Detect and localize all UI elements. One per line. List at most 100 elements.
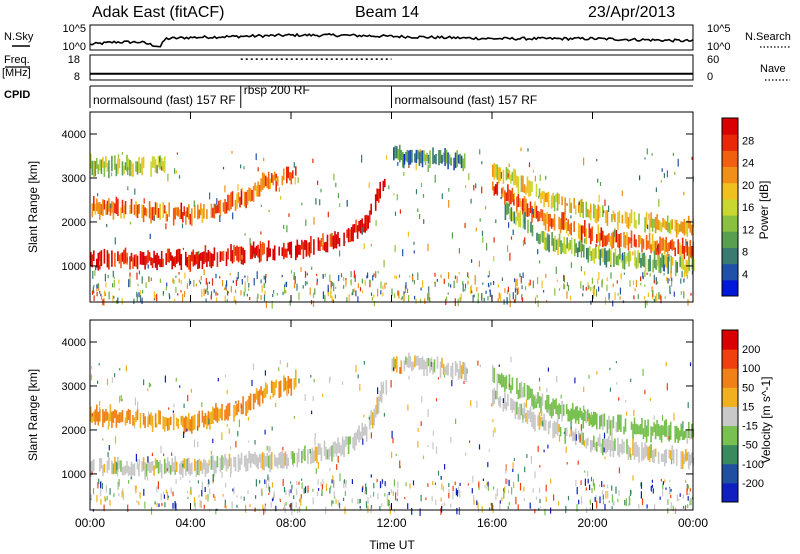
heatmap-cell [374, 405, 377, 418]
heatmap-cell [648, 219, 651, 232]
heatmap-cell [558, 193, 560, 205]
heatmap-cell [448, 272, 450, 279]
heatmap-cell [204, 245, 207, 263]
heatmap-cell [538, 412, 541, 430]
heatmap-cell [665, 237, 667, 252]
heatmap-cell [283, 375, 285, 392]
heatmap-cell [309, 287, 311, 295]
heatmap-cell [136, 161, 139, 175]
heatmap-cell [647, 292, 649, 297]
heatmap-cell [268, 445, 270, 454]
heatmap-cell [252, 241, 255, 257]
heatmap-cell [228, 402, 231, 417]
heatmap-cell [393, 147, 395, 161]
heatmap-cell [276, 293, 278, 296]
heatmap-cell [680, 291, 682, 295]
heatmap-cell [189, 480, 191, 483]
heatmap-cell [479, 364, 481, 368]
heatmap-cell [335, 499, 337, 504]
heatmap-cell [626, 439, 628, 455]
heatmap-cell [437, 377, 439, 380]
heatmap-cell [465, 185, 467, 188]
heatmap-cell [544, 193, 547, 202]
heatmap-cell [114, 203, 116, 214]
heatmap-cell [377, 396, 380, 414]
heatmap-cell [615, 361, 617, 364]
heatmap-cell [592, 479, 594, 487]
heatmap-cell [93, 459, 95, 472]
heatmap-cell [493, 237, 495, 243]
heatmap-cell [293, 416, 295, 419]
heatmap-cell [210, 253, 213, 269]
heatmap-cell [545, 484, 547, 492]
heatmap-cell [403, 154, 406, 165]
heatmap-cell [687, 504, 689, 508]
heatmap-cell [138, 204, 140, 214]
heatmap-cell [445, 149, 448, 164]
heatmap-cell [677, 158, 679, 167]
heatmap-cell [585, 228, 588, 245]
heatmap-cell [549, 404, 551, 416]
heatmap-cell [621, 190, 623, 197]
heatmap-cell [118, 158, 121, 169]
heatmap-cell [527, 148, 529, 152]
heatmap-cell [212, 473, 214, 482]
heatmap-cell [587, 409, 589, 422]
x-tick-label: 12:00 [376, 516, 406, 530]
heatmap-cell [93, 284, 95, 288]
heatmap-cell [498, 364, 500, 367]
heatmap-cell [515, 281, 517, 289]
heatmap-cell [606, 419, 609, 434]
heatmap-cell [679, 256, 681, 268]
heatmap-cell [485, 290, 487, 294]
heatmap-cell [255, 245, 258, 256]
heatmap-cell [194, 500, 196, 507]
heatmap-cell [343, 277, 345, 281]
heatmap-cell [510, 385, 512, 394]
heatmap-cell [406, 357, 409, 368]
heatmap-cell [335, 234, 338, 249]
heatmap-cell [241, 254, 243, 260]
heatmap-cell [625, 255, 627, 264]
heatmap-cell [412, 361, 415, 370]
heatmap-cell [657, 451, 660, 464]
heatmap-cell [640, 282, 642, 286]
heatmap-cell [680, 423, 682, 437]
heatmap-cell [568, 224, 571, 234]
heatmap-cell [102, 438, 104, 441]
heatmap-cell [546, 211, 548, 224]
heatmap-cell [295, 245, 297, 261]
heatmap-cell [293, 283, 296, 289]
heatmap-cell [450, 157, 452, 166]
heatmap-cell [266, 177, 268, 189]
heatmap-cell [403, 161, 405, 169]
heatmap-cell [331, 295, 333, 302]
heatmap-cell [393, 367, 395, 371]
heatmap-cell [150, 412, 152, 426]
heatmap-cell [252, 454, 255, 464]
heatmap-cell [213, 460, 216, 477]
heatmap-cell [304, 281, 307, 287]
heatmap-cell [144, 255, 146, 270]
heatmap-cell [133, 417, 136, 427]
heatmap-cell [539, 174, 541, 181]
colorbar-tick-label: 12 [742, 224, 754, 236]
x-axis-title: Time UT [369, 538, 415, 552]
heatmap-cell [540, 506, 542, 509]
heatmap-cell [478, 260, 480, 267]
heatmap-cell [665, 449, 667, 464]
heatmap-cell [676, 261, 678, 273]
heatmap-cell [165, 211, 167, 222]
heatmap-cell [443, 278, 445, 284]
heatmap-cell [367, 215, 369, 229]
heatmap-cell [194, 459, 196, 472]
heatmap-cell [293, 162, 295, 168]
heatmap-cell [640, 276, 642, 282]
heatmap-cell [227, 403, 229, 421]
heatmap-cell [516, 196, 518, 213]
heatmap-cell [118, 288, 120, 291]
heatmap-cell [608, 298, 611, 303]
heatmap-cell [493, 162, 496, 180]
heatmap-cell [126, 154, 128, 172]
heatmap-cell [690, 498, 692, 506]
